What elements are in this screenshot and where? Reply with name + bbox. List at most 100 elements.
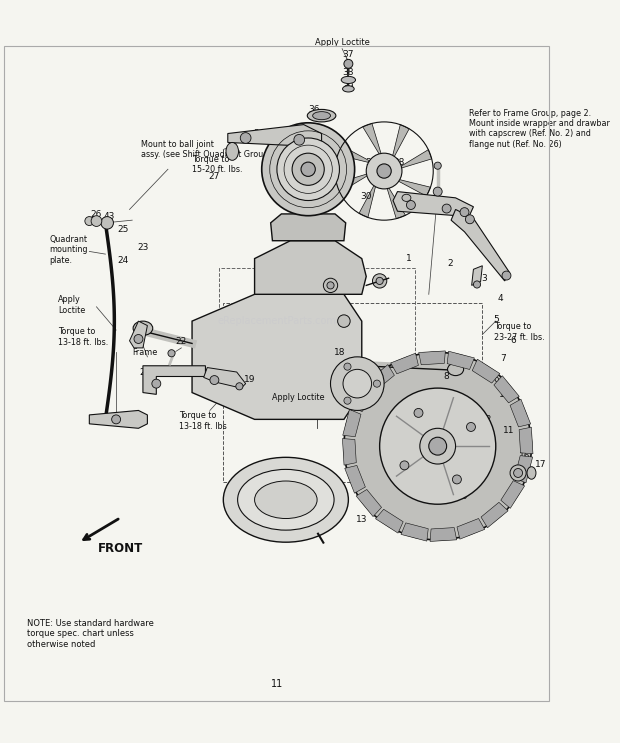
Circle shape: [292, 153, 324, 185]
Text: 41: 41: [435, 492, 446, 501]
Polygon shape: [367, 365, 394, 390]
Text: 26: 26: [91, 210, 102, 219]
Text: Torque to
13-18 ft. lbs: Torque to 13-18 ft. lbs: [179, 412, 226, 431]
Circle shape: [429, 437, 446, 455]
Text: Torque to
13-18 ft. lbs.: Torque to 13-18 ft. lbs.: [58, 328, 108, 347]
Text: 14: 14: [287, 488, 299, 497]
Text: 19: 19: [244, 374, 256, 383]
Text: 25: 25: [118, 224, 129, 233]
Polygon shape: [271, 214, 346, 241]
Circle shape: [414, 409, 423, 418]
Circle shape: [343, 369, 371, 398]
Polygon shape: [510, 399, 531, 427]
Text: 37: 37: [343, 51, 354, 59]
Polygon shape: [390, 125, 409, 165]
Polygon shape: [345, 465, 365, 493]
Polygon shape: [447, 351, 474, 369]
Circle shape: [474, 281, 480, 288]
Circle shape: [400, 461, 409, 470]
Text: 7: 7: [500, 354, 506, 363]
Polygon shape: [130, 321, 148, 348]
Text: Torque to
23-27 ft. lbs.: Torque to 23-27 ft. lbs.: [494, 322, 544, 342]
Text: 13: 13: [356, 515, 368, 524]
Circle shape: [434, 162, 441, 169]
Polygon shape: [143, 366, 205, 395]
Circle shape: [85, 217, 94, 226]
Ellipse shape: [223, 458, 348, 542]
Ellipse shape: [448, 363, 464, 376]
Text: 1: 1: [406, 254, 412, 263]
Circle shape: [373, 380, 381, 387]
Circle shape: [373, 160, 395, 182]
Circle shape: [344, 363, 351, 370]
Text: 20: 20: [204, 370, 216, 379]
Text: 18: 18: [334, 348, 345, 357]
Text: 6: 6: [511, 337, 516, 345]
Text: eReplacementParts.com: eReplacementParts.com: [218, 316, 336, 326]
Text: 42: 42: [414, 492, 425, 501]
Text: 4: 4: [497, 294, 503, 303]
Text: Mount to ball joint
assy. (see Shift Quadrant Group): Mount to ball joint assy. (see Shift Qua…: [141, 140, 272, 159]
Circle shape: [101, 217, 113, 229]
Text: 11: 11: [271, 679, 283, 690]
Polygon shape: [430, 528, 457, 542]
Text: Apply Loctite: Apply Loctite: [272, 392, 325, 401]
Polygon shape: [351, 384, 374, 412]
Circle shape: [377, 164, 391, 178]
Text: 39: 39: [343, 82, 354, 91]
Circle shape: [379, 388, 496, 504]
Ellipse shape: [343, 85, 354, 92]
Polygon shape: [519, 427, 533, 454]
Ellipse shape: [133, 321, 153, 335]
Circle shape: [442, 204, 451, 213]
Polygon shape: [203, 368, 246, 388]
Text: 36: 36: [309, 105, 320, 114]
Circle shape: [453, 475, 461, 484]
Ellipse shape: [312, 111, 330, 120]
Polygon shape: [356, 490, 381, 516]
Text: 11: 11: [503, 426, 515, 435]
Circle shape: [433, 187, 442, 196]
Circle shape: [344, 397, 351, 404]
Polygon shape: [391, 353, 419, 374]
Text: 8: 8: [444, 372, 449, 381]
Text: 12: 12: [481, 415, 492, 424]
Polygon shape: [472, 359, 500, 383]
Ellipse shape: [308, 109, 336, 122]
Circle shape: [236, 383, 243, 390]
Text: Quadrant
mounting
plate.: Quadrant mounting plate.: [49, 235, 87, 265]
Circle shape: [210, 376, 219, 385]
Circle shape: [420, 428, 456, 464]
Polygon shape: [451, 210, 509, 281]
Bar: [223, 303, 482, 482]
Circle shape: [366, 153, 402, 189]
Polygon shape: [457, 519, 485, 539]
Polygon shape: [337, 171, 375, 192]
Text: FRONT: FRONT: [98, 542, 143, 555]
Polygon shape: [376, 509, 403, 533]
Circle shape: [338, 315, 350, 328]
Text: Apply
Loctite: Apply Loctite: [58, 295, 86, 315]
Polygon shape: [342, 438, 356, 465]
Polygon shape: [384, 180, 405, 218]
Text: 43: 43: [104, 212, 115, 221]
Ellipse shape: [255, 481, 317, 519]
Polygon shape: [338, 146, 378, 165]
Text: 9: 9: [493, 377, 498, 386]
Ellipse shape: [294, 197, 322, 213]
Polygon shape: [89, 410, 148, 428]
Polygon shape: [255, 241, 366, 294]
Ellipse shape: [237, 470, 334, 531]
Polygon shape: [228, 125, 322, 146]
Text: 35: 35: [286, 132, 298, 140]
Circle shape: [510, 465, 526, 481]
Polygon shape: [393, 192, 474, 217]
Circle shape: [262, 123, 355, 215]
Circle shape: [466, 423, 476, 432]
Polygon shape: [343, 409, 361, 437]
Text: Apply Loctite: Apply Loctite: [315, 38, 370, 47]
Text: NOTE: Use standard hardware
torque spec. chart unless
otherwise noted: NOTE: Use standard hardware torque spec.…: [27, 619, 154, 649]
Circle shape: [330, 357, 384, 410]
Polygon shape: [472, 266, 482, 285]
Circle shape: [407, 201, 415, 210]
